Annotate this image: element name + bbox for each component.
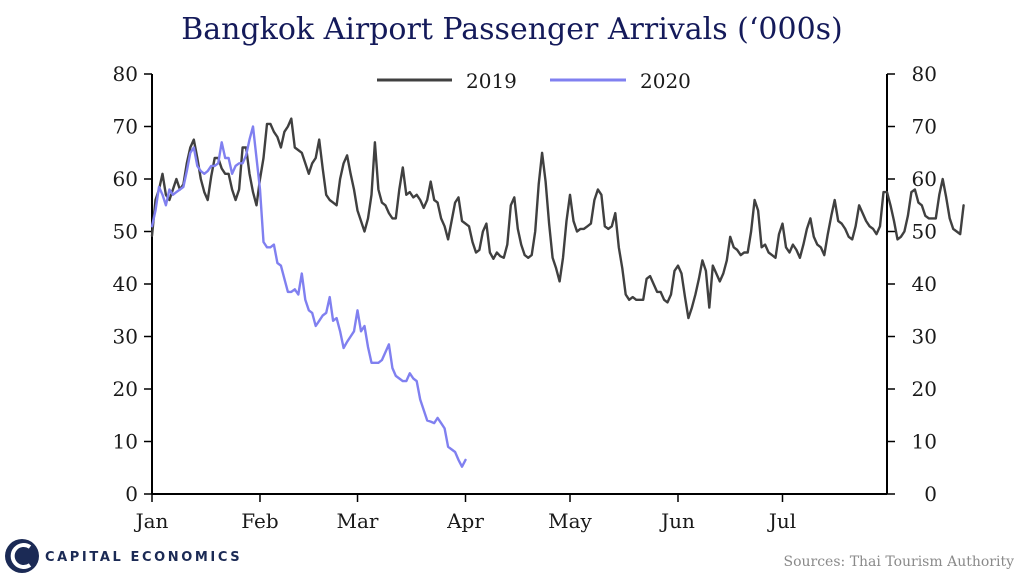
y-tick-label-left: 10 <box>113 430 138 454</box>
x-tick-label: Jul <box>767 509 796 533</box>
logo-mark-icon <box>5 539 39 573</box>
x-tick-label: Mar <box>337 509 379 533</box>
brand-name: CAPITAL ECONOMICS <box>45 550 242 565</box>
chart-title: Bangkok Airport Passenger Arrivals (‘000… <box>181 12 843 47</box>
legend-label-2020: 2020 <box>640 69 691 93</box>
legend: 2019 2020 <box>377 69 691 93</box>
y-tick-label-right: 20 <box>912 377 937 401</box>
y-tick-label-right: 0 <box>924 482 937 506</box>
y-tick-label-right: 50 <box>912 220 937 244</box>
x-tick-label: Jan <box>134 509 169 533</box>
series-layer <box>150 117 965 468</box>
y-tick-label-left: 0 <box>125 482 138 506</box>
x-tick-label: Jun <box>659 509 695 533</box>
source-note: Sources: Thai Tourism Authority <box>783 554 1014 570</box>
x-tick-label: May <box>548 509 592 533</box>
series-line-2019 <box>150 117 965 320</box>
y-tick-label-right: 70 <box>912 115 937 139</box>
x-tick-label: Apr <box>446 509 484 533</box>
y-tick-label-left: 50 <box>113 220 138 244</box>
y-tick-label-left: 30 <box>113 325 138 349</box>
y-tick-label-left: 60 <box>113 167 138 191</box>
series-line-2020 <box>150 125 467 468</box>
y-tick-label-right: 30 <box>912 325 937 349</box>
y-tick-label-left: 70 <box>113 115 138 139</box>
x-tick-label: Feb <box>241 509 278 533</box>
legend-label-2019: 2019 <box>466 69 517 93</box>
y-tick-label-left: 20 <box>113 377 138 401</box>
y-tick-label-right: 80 <box>912 62 937 86</box>
logo-mark-letter-icon <box>10 543 32 569</box>
y-tick-label-left: 40 <box>113 272 138 296</box>
capital-economics-logo: CAPITAL ECONOMICS <box>5 539 242 573</box>
y-tick-label-right: 10 <box>912 430 937 454</box>
y-tick-label-right: 40 <box>912 272 937 296</box>
y-tick-label-right: 60 <box>912 167 937 191</box>
y-tick-label-left: 80 <box>113 62 138 86</box>
